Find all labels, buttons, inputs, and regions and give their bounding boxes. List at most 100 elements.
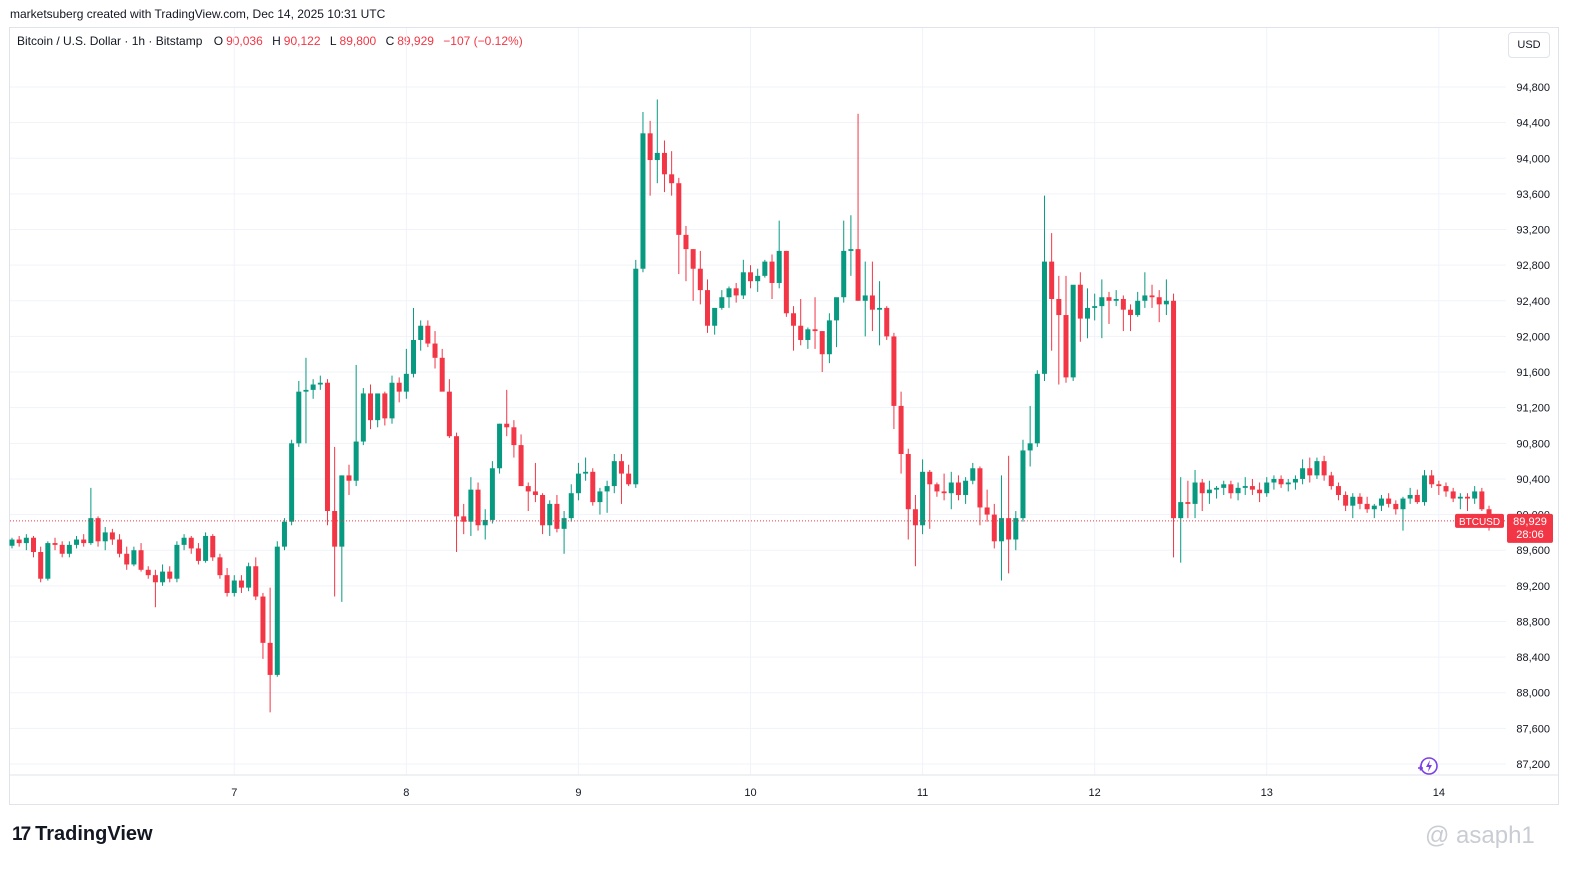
candle-body (109, 532, 115, 540)
candle-body (633, 268, 639, 485)
candle-body (360, 393, 366, 442)
candle-body (231, 580, 237, 593)
candle-body (1457, 496, 1463, 499)
candle-body (203, 535, 209, 561)
last-price-tag-box (1507, 513, 1553, 543)
candle-body (217, 557, 223, 576)
low-label: L (329, 34, 337, 48)
candle-body (432, 343, 438, 358)
candle-body (912, 509, 918, 526)
candle-body (1400, 498, 1406, 510)
y-tick-label: 88,400 (1516, 652, 1550, 664)
candle-body (489, 468, 495, 520)
candle-body (898, 405, 904, 455)
candle-body (1285, 482, 1291, 485)
candle-body (511, 427, 517, 446)
candle-body (1092, 306, 1098, 308)
candle-body (920, 471, 926, 526)
candle-body (669, 174, 675, 184)
candle-body (884, 307, 890, 337)
candle-body (905, 454, 911, 510)
candle-body (425, 325, 431, 344)
candle-body (561, 518, 567, 529)
candle-body (640, 133, 646, 269)
y-tick-label: 87,600 (1516, 723, 1550, 735)
candle-body (1149, 295, 1155, 298)
tradingview-logo[interactable]: 17 TradingView (12, 823, 153, 846)
candle-body (834, 297, 840, 321)
candle-body (1077, 284, 1083, 319)
candle-body (1378, 498, 1384, 506)
candle-body (848, 249, 854, 251)
y-tick-label: 92,400 (1516, 296, 1550, 308)
candle-body (81, 539, 87, 544)
candle-body (1034, 373, 1040, 444)
candle-body (1070, 284, 1076, 378)
candle-body (841, 250, 847, 298)
candle-body (1436, 484, 1442, 487)
candle-body (1271, 478, 1277, 483)
y-tick-label: 92,800 (1516, 260, 1550, 272)
candle-body (1171, 300, 1177, 519)
candle-body (755, 275, 761, 282)
candle-body (712, 307, 718, 326)
candle-body (281, 521, 287, 547)
y-tick-label: 94,000 (1516, 153, 1550, 165)
candle-body (9, 539, 15, 546)
candle-body (604, 486, 610, 492)
candle-body (1343, 494, 1349, 506)
y-tick-label: 88,000 (1516, 688, 1550, 700)
candle-body (310, 384, 316, 390)
candle-body (554, 503, 560, 529)
candle-body (647, 133, 653, 161)
y-tick-label: 88,800 (1516, 616, 1550, 628)
candle-body (740, 272, 746, 296)
candle-body (382, 393, 388, 419)
chart-frame (9, 27, 1559, 805)
candle-body (1421, 475, 1427, 503)
candle-body (769, 261, 775, 283)
candle-body (1300, 468, 1306, 479)
candle-body (167, 571, 173, 579)
candle-body (454, 436, 460, 517)
candle-body (819, 331, 825, 355)
candle-body (238, 580, 244, 588)
candle-body (253, 566, 259, 597)
last-price-value: 89,929 (1513, 516, 1547, 528)
candle-body (1328, 475, 1334, 487)
candle-body (525, 486, 531, 492)
candle-body (869, 295, 875, 310)
candle-body (274, 546, 280, 675)
candle-body (332, 511, 338, 547)
currency-button[interactable]: USD (1508, 32, 1550, 58)
candle-body (1479, 491, 1485, 510)
watermark-text: @ asaph1 (1425, 822, 1535, 849)
candle-body (518, 445, 524, 487)
candle-body (1335, 486, 1341, 495)
candle-body (683, 234, 689, 250)
candle-body (339, 475, 345, 547)
candle-body (1120, 299, 1126, 310)
change-value: −107 (−0.12%) (443, 34, 523, 48)
candle-body (95, 518, 101, 542)
candle-body (826, 320, 832, 355)
candle-body (504, 423, 510, 428)
candle-body (977, 468, 983, 508)
candle-body (482, 519, 488, 526)
x-tick-label: 10 (744, 787, 756, 799)
y-tick-label: 92,000 (1516, 331, 1550, 343)
candle-body (152, 575, 158, 583)
candle-body (1465, 496, 1471, 499)
candle-body (195, 548, 201, 561)
replay-lightning-icon[interactable] (1416, 754, 1440, 778)
candle-body (461, 516, 467, 522)
candle-body (346, 475, 352, 481)
candle-body (1249, 486, 1255, 490)
candle-body (267, 642, 273, 675)
candle-body (246, 566, 252, 588)
candle-body (1027, 443, 1033, 451)
candle-body (626, 473, 632, 485)
candle-body (963, 480, 969, 495)
symbol-name[interactable]: Bitcoin / U.S. Dollar · 1h · Bitstamp (17, 34, 203, 48)
